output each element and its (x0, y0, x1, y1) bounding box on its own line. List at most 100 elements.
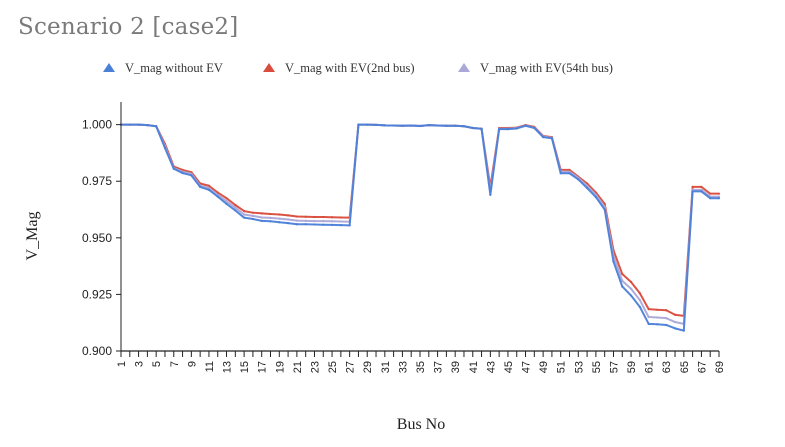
data-point (225, 200, 228, 203)
x-tick-label: 69 (714, 361, 726, 373)
data-point (278, 217, 281, 220)
x-tick-label: 33 (397, 361, 409, 373)
data-point (339, 216, 342, 219)
data-point (260, 219, 263, 222)
data-point (137, 123, 140, 126)
x-axis-label: Bus No (397, 416, 445, 433)
data-point (269, 216, 272, 219)
data-point (665, 323, 668, 327)
data-point (278, 213, 281, 216)
data-point (278, 221, 281, 224)
x-tick-label: 17 (257, 361, 269, 373)
data-point (691, 190, 694, 193)
data-point (243, 213, 246, 216)
data-point (339, 224, 342, 227)
data-point (304, 219, 307, 222)
data-point (489, 193, 492, 196)
data-point (251, 217, 255, 221)
data-point (480, 127, 483, 130)
data-point (374, 123, 378, 126)
data-point (207, 186, 211, 190)
legend-triangle-icon (103, 63, 115, 72)
data-point (286, 222, 290, 225)
legend-triangle-icon (458, 63, 470, 72)
data-point (155, 125, 158, 128)
data-point (322, 219, 325, 223)
data-point (498, 128, 501, 131)
data-point (322, 215, 325, 219)
data-point (128, 123, 131, 126)
data-point (515, 127, 518, 130)
data-point (313, 223, 316, 226)
data-point (691, 185, 694, 188)
x-tick-label: 23 (309, 361, 321, 373)
data-point (647, 315, 650, 319)
x-tick-label: 31 (380, 361, 392, 373)
data-point (392, 124, 395, 127)
x-tick-label: 13 (222, 361, 234, 373)
data-point (700, 185, 703, 188)
x-tick-label: 61 (644, 361, 656, 373)
data-point (286, 214, 290, 217)
legend-triangle-icon (263, 63, 275, 72)
data-point (330, 220, 334, 223)
x-tick-label: 39 (450, 361, 462, 373)
x-tick-label: 7 (169, 361, 181, 367)
x-tick-label: 9 (186, 361, 198, 367)
data-point (216, 191, 219, 194)
data-point (304, 223, 307, 226)
data-point (506, 128, 510, 131)
data-point (225, 202, 228, 205)
data-point (234, 206, 237, 209)
data-point (585, 186, 589, 190)
x-tick-label: 63 (661, 361, 673, 373)
data-point (330, 223, 334, 227)
x-tick-label: 51 (556, 361, 568, 373)
x-tick-label: 53 (573, 361, 585, 373)
data-point (673, 313, 677, 316)
data-point (410, 124, 413, 127)
data-point (524, 124, 527, 127)
legend-label: V_mag with EV(54th bus) (480, 61, 613, 75)
data-point (559, 172, 562, 175)
data-point (172, 167, 175, 170)
x-tick-label: 55 (591, 361, 603, 373)
x-tick-label: 47 (521, 361, 533, 373)
x-tick-label: 57 (608, 361, 620, 373)
data-point (269, 220, 272, 223)
data-point (700, 188, 703, 191)
data-point (322, 223, 325, 226)
data-point (190, 174, 193, 177)
data-point (401, 124, 404, 127)
x-tick-label: 29 (362, 361, 374, 373)
legend-item: V_mag with EV(2nd bus) (263, 61, 415, 75)
data-point (436, 124, 439, 127)
data-point (709, 192, 712, 195)
data-point (383, 124, 386, 127)
data-point (313, 219, 316, 223)
y-tick-label: 0.975 (82, 174, 112, 188)
data-point (568, 170, 571, 173)
data-point (260, 212, 263, 215)
chart-title: Scenario 2 [case2] (18, 14, 239, 40)
data-point (243, 210, 246, 213)
x-tick-label: 11 (204, 361, 216, 372)
data-point (629, 287, 633, 290)
data-point (665, 309, 668, 312)
data-point (445, 124, 448, 127)
data-point (330, 216, 334, 219)
data-point (427, 123, 430, 127)
data-point (462, 125, 466, 128)
data-point (418, 124, 422, 128)
data-point (207, 188, 211, 191)
data-point (216, 195, 219, 198)
series-line (121, 123, 719, 332)
data-point (656, 308, 659, 311)
data-point (550, 137, 554, 140)
data-point (357, 123, 360, 126)
x-tick-label: 67 (696, 361, 708, 373)
data-point (454, 124, 457, 127)
data-point (647, 308, 650, 311)
y-tick-label: 0.925 (82, 287, 112, 301)
x-tick-label: 1 (116, 361, 128, 367)
